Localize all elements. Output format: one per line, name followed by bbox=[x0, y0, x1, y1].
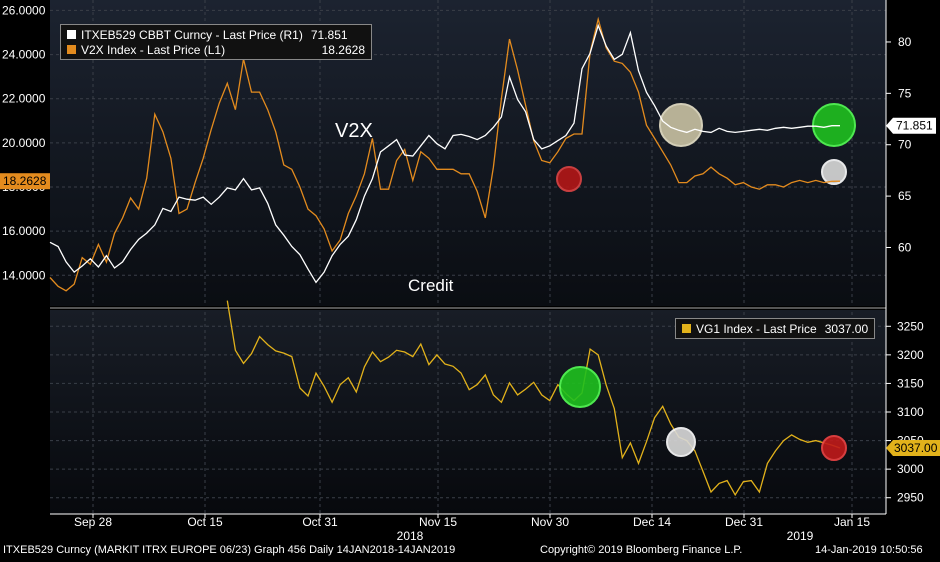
x-axis-tick-label: Dec 14 bbox=[633, 515, 671, 529]
legend-swatch-white bbox=[67, 30, 76, 39]
x-axis-tick-label: Sep 28 bbox=[74, 515, 112, 529]
lower-last-value-tag bbox=[886, 440, 940, 456]
left-axis-tick-label: 20.0000 bbox=[2, 136, 46, 150]
white-marker bbox=[821, 159, 847, 185]
legend-value: 71.851 bbox=[310, 27, 348, 42]
right-last-value-text: 71.851 bbox=[896, 119, 933, 133]
year-label-2018: 2018 bbox=[397, 529, 424, 543]
left-axis-tick-label: 14.0000 bbox=[2, 268, 46, 282]
right-axis-tick-label: 3150 bbox=[897, 376, 924, 390]
left-last-value-text: 18.2628 bbox=[3, 174, 47, 188]
credit-annotation: Credit bbox=[408, 276, 454, 295]
legend-label: VG1 Index - Last Price bbox=[696, 321, 817, 336]
footer-left: ITXEB529 Curncy (MARKIT ITRX EUROPE 06/2… bbox=[3, 544, 456, 556]
right-axis-tick-label: 80 bbox=[898, 35, 912, 49]
right-axis-tick-label: 70 bbox=[898, 138, 912, 152]
series-line-vg1 bbox=[226, 300, 841, 497]
left-axis-tick-label: 26.0000 bbox=[2, 3, 46, 17]
right-axis-tick-label: 3100 bbox=[897, 405, 924, 419]
footer-right: 14-Jan-2019 10:50:56 bbox=[815, 544, 923, 556]
right-axis-tick-label: 3200 bbox=[897, 348, 924, 362]
left-axis-tick-label: 22.0000 bbox=[2, 92, 46, 106]
legend-label: V2X Index - Last Price (L1) bbox=[81, 42, 226, 57]
legend-value: 18.2628 bbox=[321, 42, 365, 57]
red-marker bbox=[821, 435, 847, 461]
right-axis-tick-label: 3000 bbox=[897, 462, 924, 476]
series-line-itraxx bbox=[49, 23, 840, 284]
green-marker bbox=[812, 103, 856, 147]
upper-legend: ITXEB529 CBBT Curncy - Last Price (R1) 7… bbox=[60, 24, 372, 60]
legend-entry-v2x: V2X Index - Last Price (L1) 18.2628 bbox=[67, 42, 365, 57]
legend-entry-itraxx: ITXEB529 CBBT Curncy - Last Price (R1) 7… bbox=[67, 27, 365, 42]
chart-canvas: 14.000016.000018.000020.000022.000024.00… bbox=[0, 0, 940, 544]
series-line-v2x bbox=[49, 16, 841, 292]
lower-legend: VG1 Index - Last Price 3037.00 bbox=[675, 318, 876, 339]
green-marker bbox=[559, 366, 601, 408]
white-marker bbox=[666, 427, 696, 457]
x-axis-tick-label: Dec 31 bbox=[725, 515, 763, 529]
v2x-annotation: V2X bbox=[335, 120, 373, 142]
left-axis-tick-label: 24.0000 bbox=[2, 48, 46, 62]
x-axis-tick-label: Jan 15 bbox=[834, 515, 870, 529]
year-label-2019: 2019 bbox=[787, 529, 814, 543]
red-marker bbox=[556, 166, 582, 192]
x-axis-tick-label: Oct 15 bbox=[187, 515, 223, 529]
right-axis-tick-label: 2950 bbox=[897, 491, 924, 505]
left-last-value-tag bbox=[0, 173, 50, 190]
right-axis-tick-label: 60 bbox=[898, 240, 912, 254]
x-axis-tick-label: Nov 30 bbox=[531, 515, 569, 529]
legend-value: 3037.00 bbox=[824, 321, 869, 336]
x-axis-tick-label: Oct 31 bbox=[302, 515, 338, 529]
grey-marker bbox=[659, 103, 703, 147]
legend-entry-vg1: VG1 Index - Last Price 3037.00 bbox=[682, 321, 868, 336]
x-axis-tick-label: Nov 15 bbox=[419, 515, 457, 529]
left-axis-tick-label: 16.0000 bbox=[2, 224, 46, 238]
right-axis-tick-label: 65 bbox=[898, 189, 912, 203]
right-axis-tick-label: 3250 bbox=[897, 319, 924, 333]
right-axis-tick-label: 75 bbox=[898, 86, 912, 100]
legend-label: ITXEB529 CBBT Curncy - Last Price (R1) bbox=[81, 27, 303, 42]
right-last-value-tag bbox=[886, 117, 936, 134]
legend-swatch-orange bbox=[67, 45, 76, 54]
footer-center: Copyright© 2019 Bloomberg Finance L.P. bbox=[540, 544, 743, 556]
lower-last-value-text: 3037.00 bbox=[894, 441, 938, 455]
legend-swatch-yellow bbox=[682, 324, 691, 333]
